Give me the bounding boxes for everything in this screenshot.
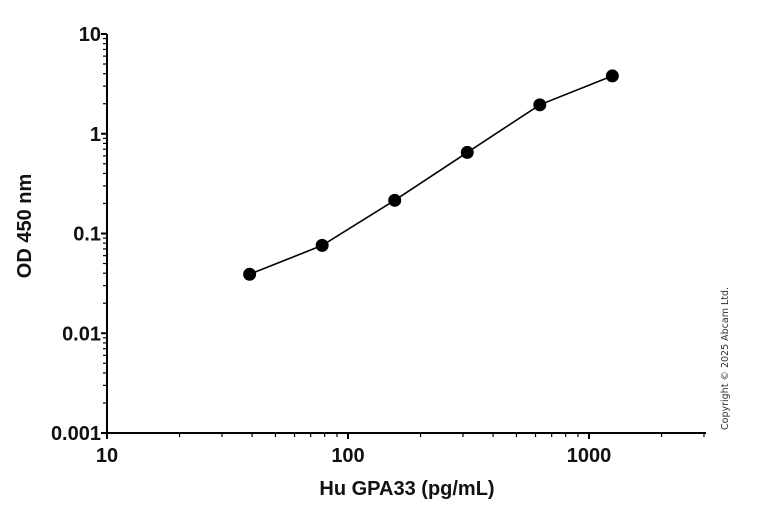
y-tick-label: 0.1 [73, 224, 101, 246]
y-tick-label: 10 [79, 24, 101, 46]
data-series [243, 69, 619, 281]
copyright-notice: Copyright © 2025 Abcam Ltd. [720, 286, 731, 430]
data-point [460, 145, 474, 159]
y-tick-label: 0.001 [51, 423, 101, 445]
axes [106, 34, 706, 434]
y-tick-label: 1 [90, 124, 101, 146]
y-axis-title: OD 450 nm [14, 174, 36, 278]
data-point [533, 98, 547, 112]
x-axis-title: Hu GPA33 (pg/mL) [319, 478, 494, 500]
tick-labels: 0.001 0.01 0.1 1 10 10 100 1000 [51, 24, 611, 467]
data-point [315, 238, 329, 252]
data-point [243, 267, 257, 281]
x-tick-label: 10 [96, 445, 118, 467]
y-tick-label: 0.01 [62, 323, 101, 345]
data-point [605, 69, 619, 83]
x-tick-label: 1000 [567, 445, 612, 467]
x-tick-label: 100 [331, 445, 364, 467]
data-point [388, 193, 402, 207]
axis-ticks [101, 33, 705, 439]
series-line [249, 75, 613, 276]
